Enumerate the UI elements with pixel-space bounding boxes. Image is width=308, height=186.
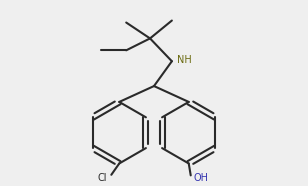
Text: NH: NH bbox=[177, 55, 192, 65]
Text: OH: OH bbox=[194, 173, 209, 183]
Text: Cl: Cl bbox=[97, 173, 107, 183]
